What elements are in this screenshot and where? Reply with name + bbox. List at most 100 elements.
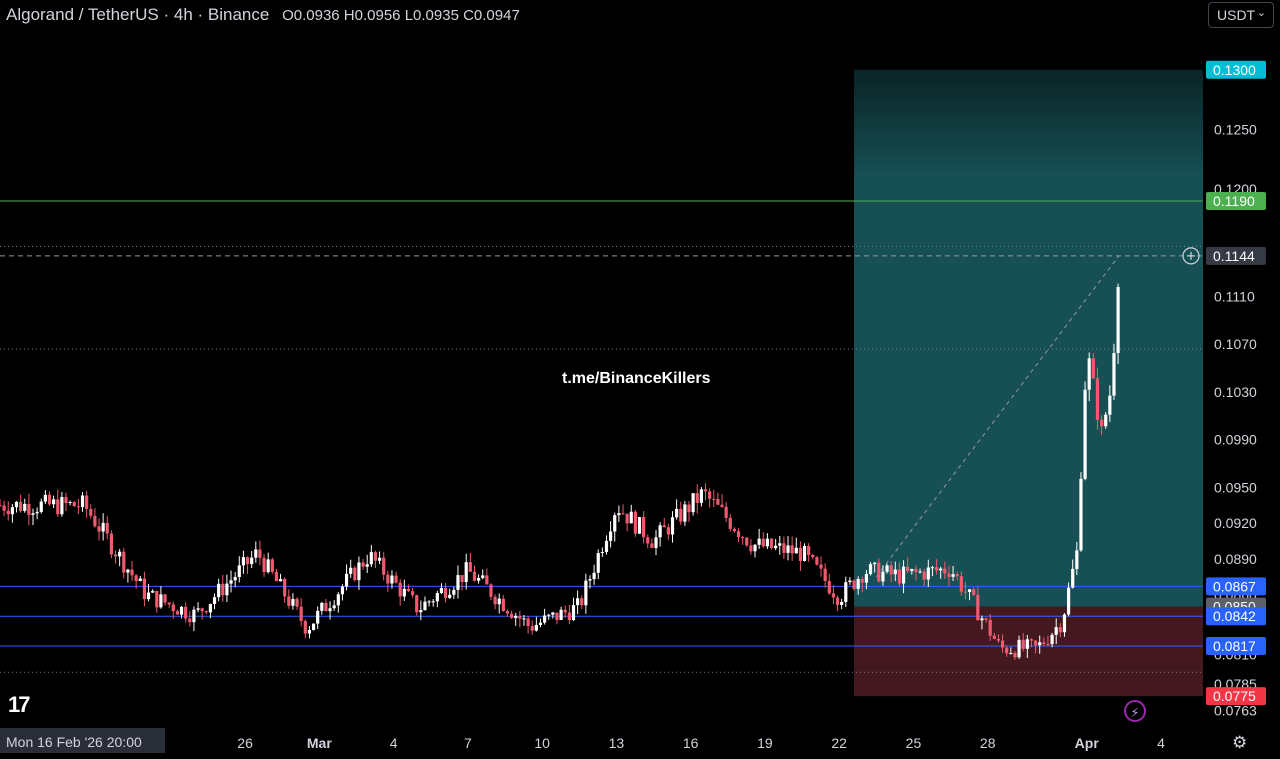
candle bbox=[43, 490, 47, 505]
candle bbox=[972, 587, 976, 597]
candle-body bbox=[720, 504, 724, 507]
candle-body bbox=[646, 537, 650, 544]
candle-body bbox=[1038, 642, 1042, 646]
candle-body bbox=[369, 552, 373, 565]
candle bbox=[580, 595, 584, 609]
candle bbox=[811, 554, 815, 560]
symbol-header[interactable]: Algorand / TetherUS · 4h · Binance O0.09… bbox=[6, 5, 520, 25]
candle-body bbox=[266, 559, 270, 573]
candle bbox=[1066, 582, 1071, 617]
candle bbox=[472, 565, 477, 582]
candle bbox=[1058, 623, 1062, 638]
candle-body bbox=[769, 538, 774, 549]
candle-body bbox=[897, 569, 902, 584]
candle bbox=[1062, 613, 1067, 637]
candle-body bbox=[687, 504, 691, 513]
candle-body bbox=[452, 589, 456, 595]
candle-body bbox=[97, 526, 101, 532]
currency-label: USDT bbox=[1217, 7, 1256, 23]
candle-body bbox=[926, 567, 930, 580]
candle-body bbox=[344, 573, 349, 587]
candle bbox=[357, 556, 361, 590]
candle-body bbox=[394, 575, 398, 583]
candle-body bbox=[192, 609, 196, 623]
candle bbox=[101, 513, 105, 541]
candle bbox=[85, 490, 89, 518]
candle bbox=[782, 536, 786, 559]
candle-body bbox=[951, 574, 955, 577]
add-alert-icon[interactable] bbox=[1182, 247, 1200, 265]
candle-body bbox=[1108, 395, 1112, 415]
tradingview-logo[interactable]: 17 bbox=[8, 692, 31, 717]
candle-body bbox=[237, 565, 241, 577]
candle bbox=[543, 608, 547, 625]
candle-body bbox=[774, 545, 778, 549]
candle bbox=[769, 537, 774, 550]
candle bbox=[419, 600, 423, 621]
time-tick-label: 22 bbox=[831, 735, 847, 751]
candle bbox=[724, 502, 728, 522]
price-label-text: 0.1190 bbox=[1213, 193, 1255, 209]
candle-body bbox=[728, 517, 732, 529]
candle-body bbox=[485, 575, 489, 585]
candle bbox=[336, 592, 340, 613]
candle-body bbox=[967, 589, 972, 592]
candle-body bbox=[584, 580, 588, 606]
candle bbox=[250, 550, 254, 569]
candle-body bbox=[332, 605, 336, 609]
candle bbox=[951, 565, 955, 582]
currency-button[interactable]: USDT ⌄ bbox=[1208, 2, 1274, 28]
candle bbox=[423, 596, 427, 611]
candle-body bbox=[877, 562, 881, 582]
lightning-icon[interactable]: ⚡ bbox=[1124, 700, 1146, 722]
price-tick-label: 0.1070 bbox=[1214, 336, 1257, 352]
candle-body bbox=[629, 511, 633, 524]
candle bbox=[1112, 343, 1116, 400]
candle-body bbox=[76, 506, 80, 508]
candle-body bbox=[732, 528, 736, 532]
candle bbox=[1038, 635, 1042, 654]
candle-body bbox=[811, 554, 815, 558]
candle-body bbox=[448, 594, 452, 598]
candle bbox=[439, 583, 444, 594]
candle bbox=[547, 613, 551, 620]
candle bbox=[642, 511, 646, 544]
candle-body bbox=[708, 491, 712, 499]
candle bbox=[959, 571, 963, 596]
candle bbox=[617, 505, 621, 522]
symbol-title[interactable]: Algorand / TetherUS · 4h · Binance bbox=[6, 5, 270, 24]
candle bbox=[691, 493, 695, 516]
candle-body bbox=[501, 598, 505, 612]
candle bbox=[481, 569, 485, 580]
candle-body bbox=[699, 489, 703, 503]
candle-body bbox=[303, 620, 307, 634]
candle-body bbox=[992, 635, 996, 639]
candle bbox=[497, 593, 501, 614]
candle bbox=[361, 558, 365, 570]
candle-body bbox=[245, 557, 250, 565]
candle-body bbox=[295, 598, 299, 607]
candle bbox=[47, 491, 52, 506]
candle bbox=[1091, 353, 1095, 380]
candle bbox=[303, 619, 307, 639]
candle bbox=[468, 552, 472, 572]
candle-body bbox=[749, 545, 753, 552]
candle bbox=[592, 564, 596, 585]
candle-body bbox=[1013, 652, 1017, 658]
candle-body bbox=[1042, 642, 1046, 644]
candle-body bbox=[934, 567, 939, 571]
candle bbox=[666, 523, 670, 540]
candle bbox=[774, 538, 778, 551]
candle-body bbox=[802, 546, 807, 561]
candle bbox=[794, 537, 798, 554]
candle bbox=[980, 615, 984, 630]
candle bbox=[126, 568, 130, 583]
candle bbox=[736, 528, 741, 543]
price-label-text: 0.0775 bbox=[1213, 688, 1256, 704]
candle-body bbox=[534, 624, 538, 631]
gear-icon[interactable]: ⚙ bbox=[1232, 733, 1248, 752]
candle-body bbox=[439, 588, 444, 594]
candle-body bbox=[922, 571, 926, 580]
price-tick-label: 0.0950 bbox=[1214, 479, 1257, 495]
